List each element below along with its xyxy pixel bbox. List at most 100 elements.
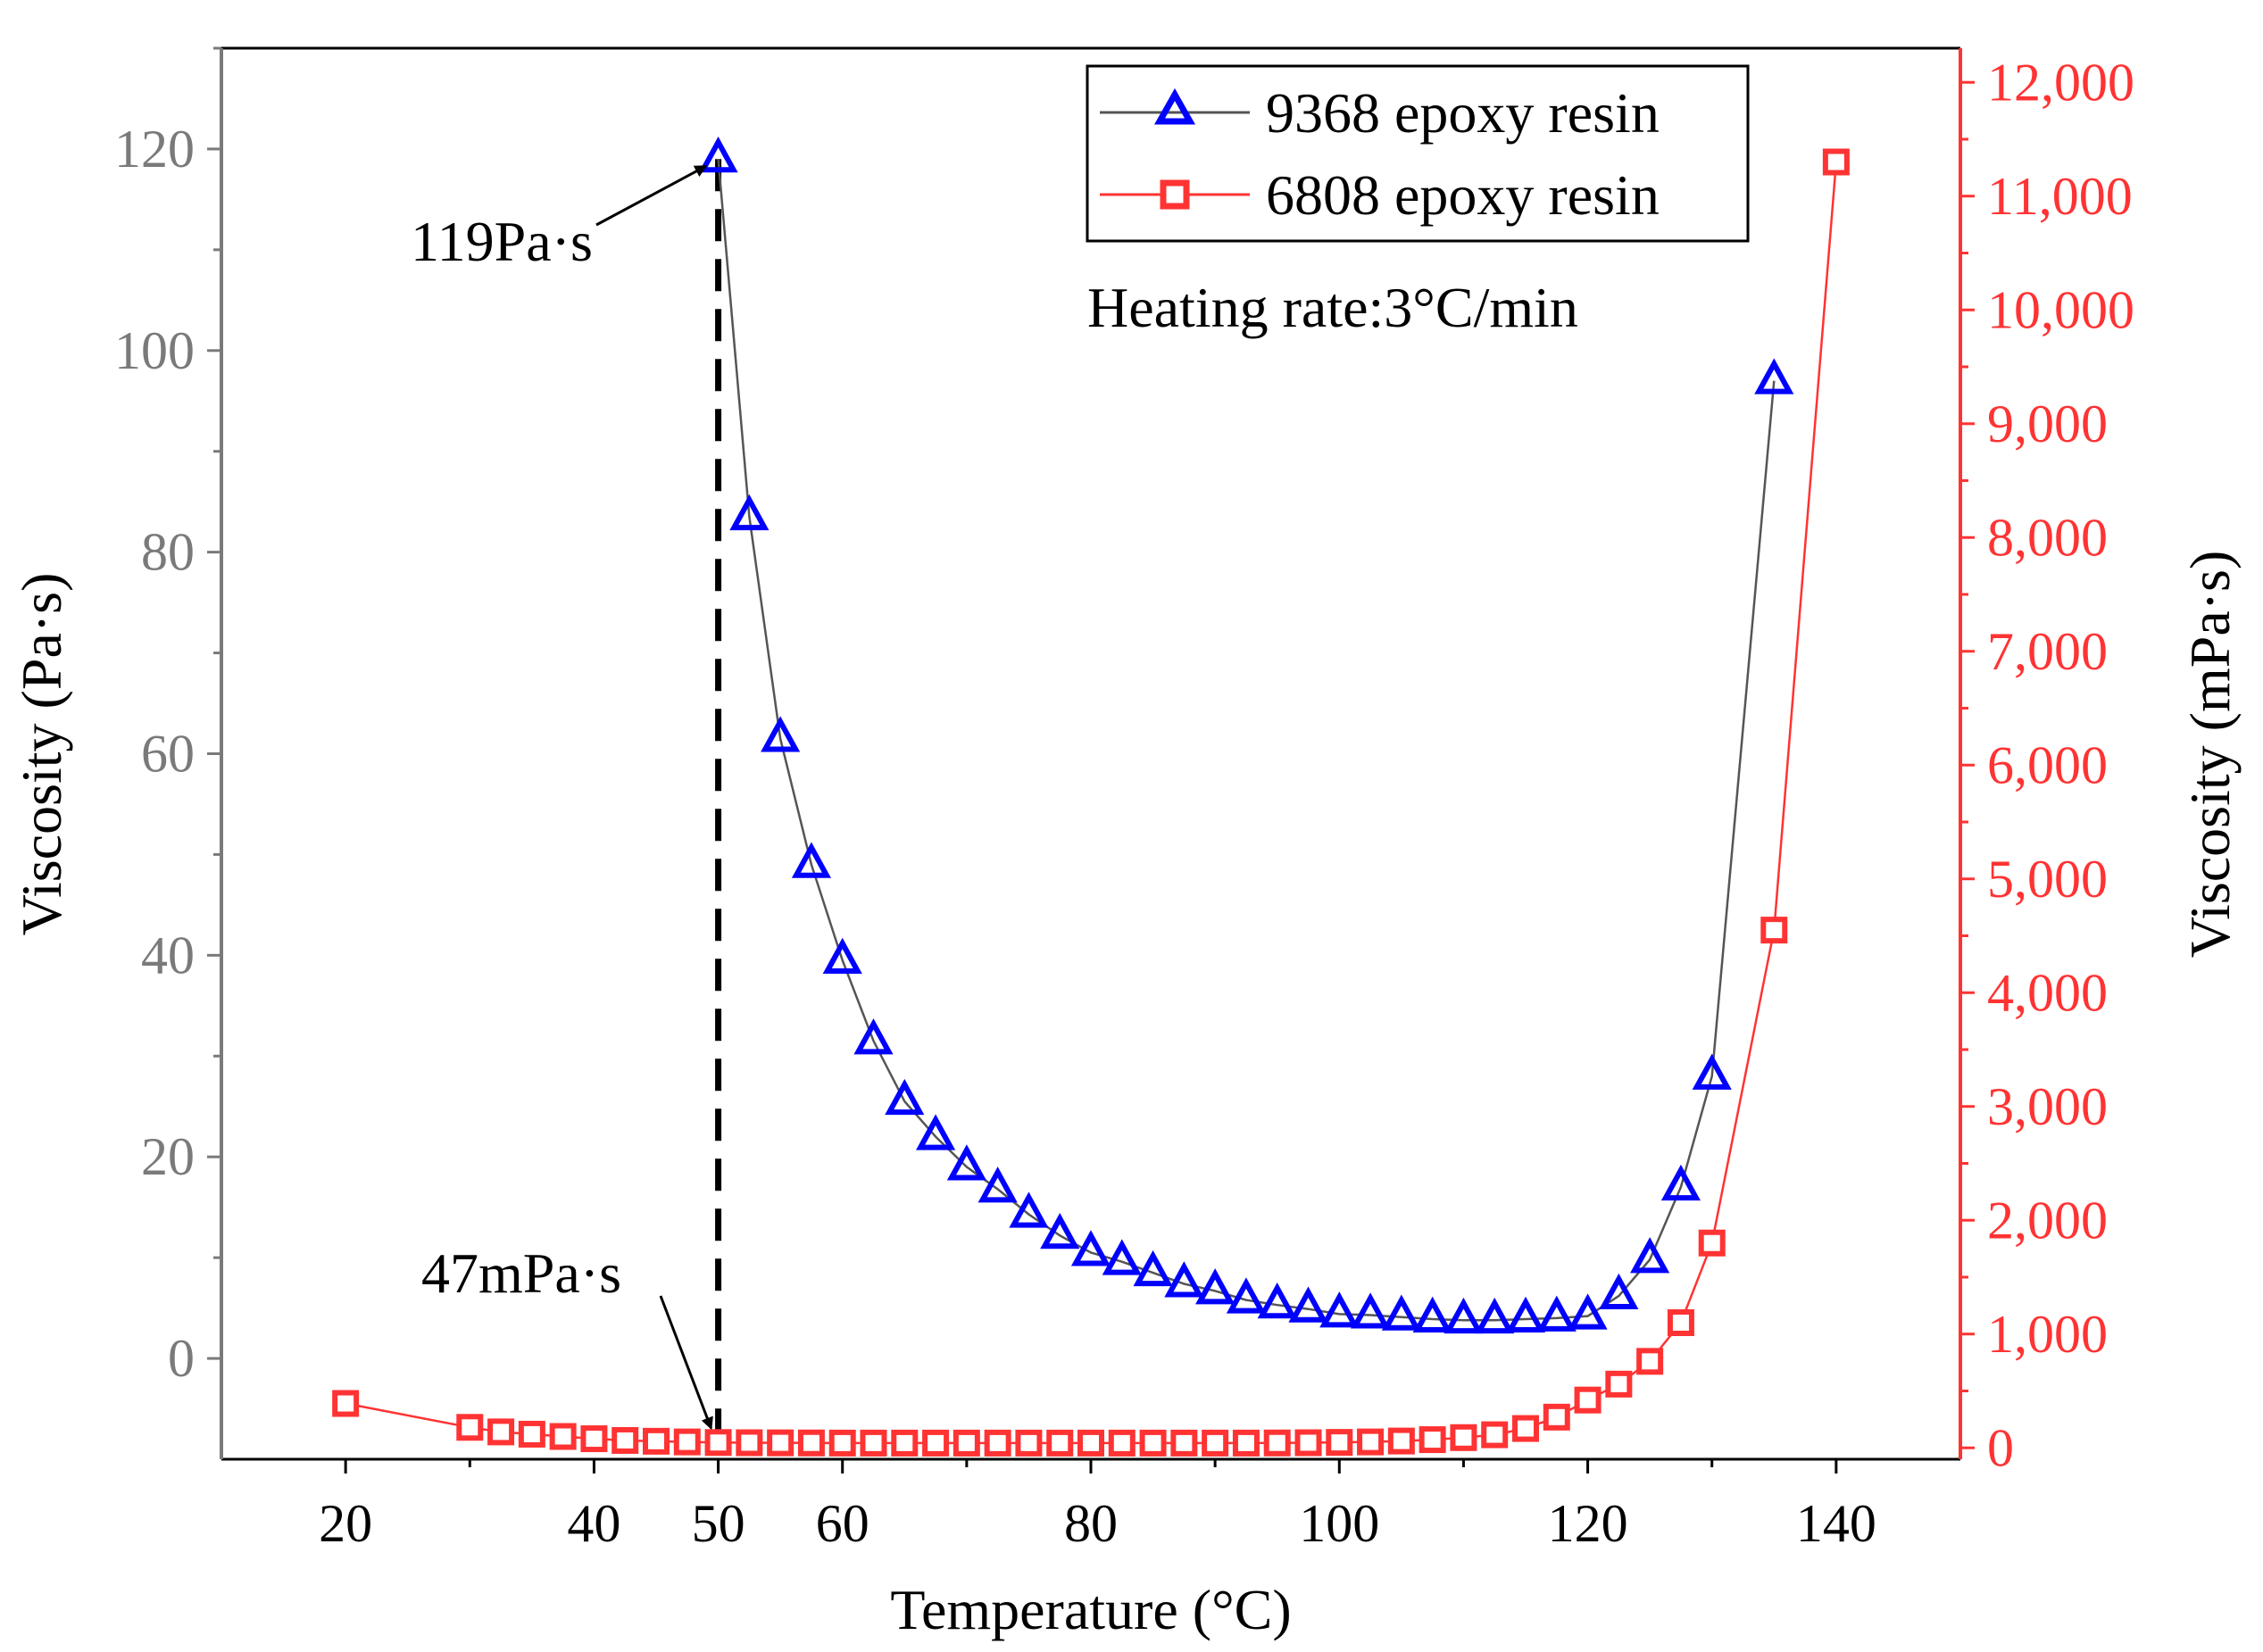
- point-9368: [1568, 1293, 1608, 1330]
- point-6808: [704, 1429, 732, 1457]
- right-tick-label: 11,000: [1987, 167, 2133, 226]
- right-tick-label: 7,000: [1987, 622, 2108, 681]
- point-6808: [1419, 1426, 1446, 1454]
- point-9368: [1443, 1297, 1484, 1334]
- point-6808: [1574, 1386, 1602, 1414]
- point-6808: [1450, 1424, 1477, 1451]
- point-6808: [673, 1428, 701, 1456]
- point-6808: [828, 1429, 856, 1457]
- point-6808: [1636, 1348, 1664, 1375]
- point-9368: [1226, 1277, 1266, 1314]
- x-tick-label: 100: [1299, 1494, 1379, 1553]
- point-6808: [922, 1429, 950, 1457]
- point-9368: [1754, 358, 1794, 394]
- legend-box: [1086, 64, 1750, 243]
- series-line-9368: [717, 159, 1776, 1322]
- point-6808: [643, 1427, 670, 1455]
- point-6808: [1667, 1309, 1694, 1336]
- left-tick-label: 60: [141, 725, 195, 784]
- right-tick-label: 8,000: [1987, 508, 2108, 567]
- legend-label-9368: 9368 epoxy resin: [1266, 81, 1660, 145]
- point-9368: [916, 1114, 956, 1150]
- right-tick-label: 6,000: [1987, 735, 2108, 794]
- annotation-119: 119Pa·s: [411, 210, 593, 273]
- left-tick-label: 40: [141, 926, 195, 984]
- left-axis-title: Viscosity (Pa·s): [10, 573, 73, 936]
- point-9368: [729, 494, 770, 531]
- point-6808: [1108, 1429, 1136, 1457]
- point-9368: [1102, 1239, 1142, 1275]
- point-6808: [1326, 1429, 1353, 1457]
- point-9368: [791, 842, 831, 878]
- right-tick-label: 0: [1987, 1418, 2014, 1477]
- point-6808: [332, 1390, 360, 1417]
- x-tick-label: 60: [816, 1494, 869, 1553]
- legend-marker-9368: [1153, 87, 1196, 125]
- point-9368: [1505, 1296, 1546, 1333]
- left-tick-label: 80: [141, 523, 195, 582]
- point-9368: [853, 1018, 894, 1055]
- right-tick-label: 9,000: [1987, 394, 2108, 453]
- point-6808: [1202, 1429, 1229, 1457]
- x-tick-label: 140: [1796, 1494, 1876, 1553]
- point-9368: [1040, 1213, 1080, 1249]
- point-9368: [1070, 1230, 1111, 1266]
- right-tick-label: 5,000: [1987, 850, 2108, 909]
- x-tick-label: 120: [1548, 1494, 1628, 1553]
- point-6808: [1357, 1428, 1385, 1456]
- point-6808: [860, 1429, 887, 1457]
- point-6808: [1543, 1403, 1570, 1431]
- point-6808: [1263, 1429, 1291, 1457]
- right-tick-label: 1,000: [1987, 1305, 2108, 1364]
- point-6808: [1387, 1427, 1415, 1455]
- point-9368: [1257, 1282, 1297, 1319]
- point-9368: [1692, 1053, 1732, 1090]
- x-axis-title: Temperature (°C): [890, 1578, 1291, 1641]
- point-9368: [1009, 1191, 1049, 1228]
- point-6808: [1015, 1429, 1043, 1457]
- left-tick-label: 0: [168, 1329, 195, 1388]
- point-9368: [822, 937, 862, 975]
- point-6808: [1481, 1421, 1509, 1449]
- point-6808: [580, 1425, 608, 1453]
- point-6808: [612, 1426, 639, 1454]
- annotation-arrow-119: [595, 164, 708, 227]
- point-6808: [797, 1429, 825, 1457]
- point-9368: [1351, 1292, 1391, 1329]
- legend: 9368 epoxy resin 6808 epoxy resin: [1086, 64, 1750, 243]
- point-6808: [1139, 1429, 1167, 1457]
- point-9368: [761, 716, 801, 752]
- point-6808: [984, 1429, 1011, 1457]
- point-9368: [978, 1166, 1018, 1203]
- point-6808: [1077, 1429, 1104, 1457]
- point-9368: [1195, 1268, 1235, 1305]
- point-6808: [1170, 1429, 1198, 1457]
- point-6808: [456, 1414, 484, 1441]
- point-9368: [1412, 1296, 1452, 1333]
- point-9368: [1164, 1261, 1204, 1298]
- point-9368: [1630, 1237, 1670, 1274]
- point-6808: [1605, 1370, 1633, 1398]
- right-tick-label: 12,000: [1987, 53, 2134, 112]
- point-6808: [891, 1429, 919, 1457]
- point-9368: [885, 1078, 925, 1116]
- right-tick-label: 2,000: [1987, 1191, 2108, 1249]
- point-6808: [518, 1420, 545, 1448]
- point-6808: [487, 1418, 515, 1446]
- x-tick-label: 50: [692, 1494, 745, 1553]
- point-6808: [736, 1429, 763, 1457]
- legend-marker-6808: [1160, 179, 1190, 210]
- point-6808: [1760, 917, 1788, 944]
- point-9368: [1536, 1295, 1577, 1332]
- point-9368: [1660, 1164, 1701, 1201]
- point-6808: [1698, 1229, 1726, 1257]
- x-tick-label: 40: [567, 1494, 620, 1553]
- point-9368: [1475, 1297, 1515, 1334]
- point-6808: [549, 1423, 577, 1450]
- legend-label-6808: 6808 epoxy resin: [1266, 163, 1660, 227]
- series-layer: [332, 136, 1850, 1457]
- point-6808: [767, 1429, 795, 1457]
- point-6808: [1822, 148, 1850, 176]
- point-6808: [1232, 1429, 1260, 1457]
